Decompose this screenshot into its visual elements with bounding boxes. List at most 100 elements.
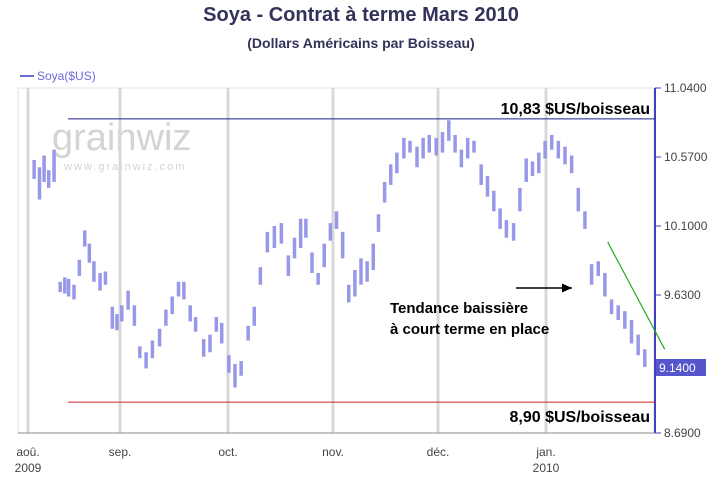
x-tick-label: nov. [322,445,344,459]
annotation-line-1: Tendance baissière [390,300,528,317]
price-bar [219,322,224,344]
price-bar [110,306,115,329]
price-bar [569,155,574,174]
price-bar [66,278,71,297]
trend-line [607,241,666,350]
y-tick-label: 9.6300 [664,288,701,302]
price-bar [170,296,174,315]
price-bar [347,284,351,303]
price-bar [58,281,62,293]
price-bar [408,140,412,153]
price-bar [227,355,231,373]
price-bar [465,137,470,159]
price-bar [115,314,119,331]
x-tick-label: oct. [218,445,237,459]
price-bar [402,137,406,159]
price-bar [609,299,614,315]
y-axis-ticks: 11.0400 10.5700 10.1000 9.6300 8.6900 [655,81,708,440]
price-bar [623,311,627,329]
x-tick-label: jan. [535,445,555,459]
x-year-label: 2010 [533,461,560,475]
price-bar [472,140,476,153]
price-bar [87,243,92,263]
price-bar [434,137,438,156]
price-bar [447,120,451,141]
reference-label: 10,83 $US/boisseau [501,101,650,118]
price-bar [518,187,522,212]
price-bar [453,134,457,153]
price-bar [132,305,137,326]
price-bar [395,152,399,174]
price-bar [415,146,419,168]
price-bar [82,230,87,247]
price-bar [530,161,535,177]
price-bar [265,231,270,253]
price-bar [120,305,124,322]
price-bar [556,140,561,159]
annotation-line-2: à court terme en place [390,321,549,338]
price-bar [201,339,206,357]
x-tick-label: déc. [427,445,450,459]
price-bar [479,164,483,185]
x-axis-ticks: aoû. sep. oct. nov. déc. jan. 2009 2010 [15,445,560,475]
price-bar [246,325,250,341]
price-bar [182,281,186,300]
price-bar [298,218,303,249]
annotation-arrowhead [562,283,572,293]
price-bar [596,261,600,276]
price-bar [583,211,587,229]
price-bar [77,259,82,276]
price-bar [304,218,308,238]
price-bar [52,149,56,182]
price-bar [549,134,554,150]
price-bar [144,352,148,369]
price-bar [239,361,243,376]
price-bar [42,155,46,182]
price-bar [492,190,496,212]
price-bar [537,152,541,174]
price-bar [150,340,155,359]
chart-title: Soya - Contrat à terme Mars 2010 [203,4,519,26]
price-bar [636,334,640,356]
legend-label: Soya($US) [37,69,96,83]
price-bar [103,271,108,285]
price-bar [589,264,594,285]
price-bar [382,181,387,203]
price-bar [214,317,219,332]
price-bar [258,267,263,285]
price-bar [459,149,464,168]
price-bar [310,252,314,273]
price-bar [353,270,357,297]
x-tick-label: sep. [109,445,132,459]
watermark-logo: grainwiz [52,117,191,159]
price-bar [233,364,237,388]
price-bar [359,258,363,285]
price-bar [188,305,192,322]
price-bar [334,211,339,229]
price-bars [32,120,647,388]
price-bar [616,305,620,320]
reference-label: 8,90 $US/boisseau [509,409,650,426]
watermark-url: www.grainwiz.com [63,161,186,173]
price-bar [164,309,168,326]
price-bar [371,243,375,271]
y-tick-label: 11.0400 [664,81,707,95]
price-bar [643,349,647,367]
price-bar [138,346,142,359]
price-bar [176,281,181,297]
price-bar [193,317,198,332]
x-tick-label: aoû. [16,445,39,459]
y-tick-label: 10.1000 [664,219,708,233]
price-bar [376,214,381,232]
price-bar [511,223,516,241]
price-bar [72,284,76,300]
price-bar [252,306,256,326]
price-bar [524,158,528,182]
price-bar [63,277,67,294]
price-bar [504,220,509,238]
price-bar [126,290,130,310]
price-bar [328,223,333,241]
price-bar [421,137,425,159]
price-bar [286,255,291,276]
price-bar [629,319,634,344]
